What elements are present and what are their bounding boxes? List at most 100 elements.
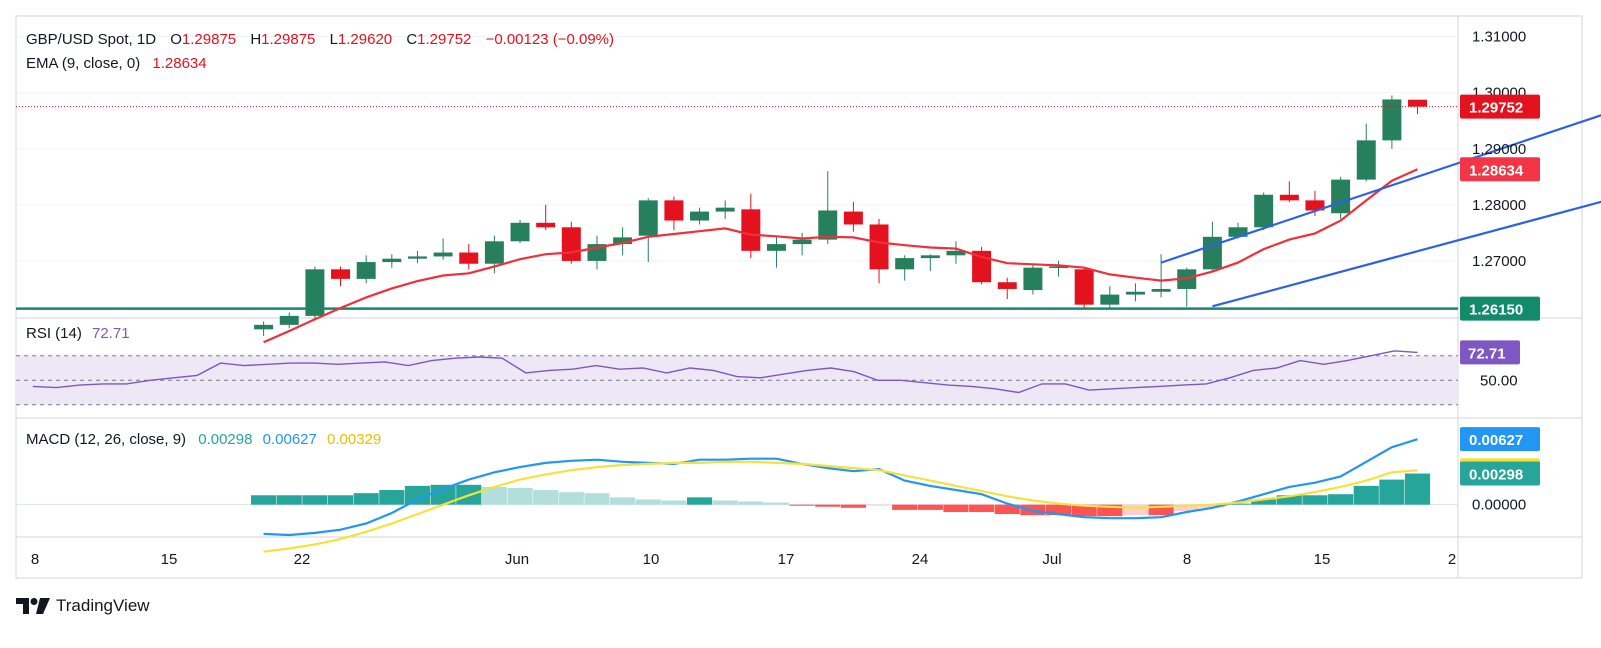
candle[interactable] [972, 246, 992, 285]
candles[interactable] [254, 95, 1428, 337]
candle[interactable] [356, 255, 376, 284]
candle-body [1408, 99, 1428, 107]
candle-body [433, 252, 453, 257]
candle-body [331, 269, 351, 279]
channel-lower-line[interactable] [1212, 189, 1601, 308]
price-label-ema: 1.28634 [1460, 157, 1540, 182]
candle[interactable] [1049, 260, 1069, 277]
macd-histogram-bar [302, 495, 328, 505]
signal-line [263, 460, 1418, 553]
candle[interactable] [920, 254, 940, 272]
candle[interactable] [1177, 267, 1197, 307]
macd-badge-text: 0.00298 [1469, 467, 1523, 484]
candle[interactable] [997, 277, 1017, 300]
candle-body [869, 224, 889, 270]
macd-badge-histogram: 0.00298 [1460, 461, 1540, 486]
candle[interactable] [1023, 263, 1043, 295]
macd-histogram-bar [533, 490, 559, 505]
candle[interactable] [459, 244, 479, 270]
price-label-text: 1.26150 [1469, 302, 1523, 319]
rsi-value-badge-bg [1460, 340, 1520, 365]
candle[interactable] [741, 193, 761, 259]
macd-histogram-bar [1148, 504, 1174, 516]
candle[interactable] [407, 250, 427, 264]
candle-body [1023, 267, 1043, 291]
candle[interactable] [715, 200, 735, 219]
macd-histogram-bar [430, 484, 456, 505]
time-tick-label: Jun [505, 551, 529, 568]
candle-body [1049, 266, 1069, 269]
macd-legend-macd: 0.00627 [263, 431, 317, 448]
macd-tick-label: 0.00000 [1472, 497, 1526, 514]
candle-body [1279, 194, 1299, 201]
symbol-label: GBP/USD Spot, 1D [26, 31, 156, 48]
candle[interactable] [433, 238, 453, 260]
candle[interactable] [1151, 254, 1171, 298]
candle[interactable] [1356, 123, 1376, 182]
candle-body [895, 258, 915, 270]
candle[interactable] [1074, 266, 1094, 309]
price-label-badge [1460, 157, 1540, 182]
tradingview-brand[interactable]: TradingView [16, 594, 150, 618]
time-tick-label: 2 [1448, 551, 1456, 568]
macd-histogram-bar [815, 504, 841, 507]
candle[interactable] [766, 235, 786, 268]
candle-body [664, 200, 684, 221]
rsi-legend-value: 72.71 [92, 325, 130, 342]
candle-body [766, 244, 786, 251]
candle[interactable] [869, 218, 889, 284]
price-label-badge [1460, 94, 1540, 119]
candle-body [818, 210, 838, 240]
candle[interactable] [331, 266, 351, 287]
candle[interactable] [1331, 176, 1351, 219]
macd-histogram-bar [610, 497, 636, 505]
candle[interactable] [690, 207, 710, 225]
candle[interactable] [638, 198, 658, 263]
candle[interactable] [664, 196, 684, 231]
low-value: 1.29620 [338, 31, 392, 48]
candle[interactable] [1382, 95, 1402, 149]
candle-body [1125, 291, 1145, 295]
candle[interactable] [818, 171, 838, 245]
candle[interactable] [279, 312, 299, 329]
candle-body [561, 227, 581, 261]
high-value: 1.29875 [261, 31, 315, 48]
candle[interactable] [1279, 181, 1299, 203]
rsi-value-badge-text: 72.71 [1468, 345, 1506, 362]
candle[interactable] [1125, 283, 1145, 302]
candle[interactable] [613, 227, 633, 256]
candle[interactable] [587, 235, 607, 270]
candle[interactable] [1100, 286, 1120, 309]
candle[interactable] [561, 221, 581, 264]
candle[interactable] [946, 241, 966, 264]
price-tick-label: 1.31000 [1472, 29, 1526, 46]
macd-histogram-bar [1122, 504, 1149, 516]
candle[interactable] [305, 266, 325, 320]
ema-legend-value: 1.28634 [152, 55, 206, 72]
candle[interactable] [536, 204, 556, 231]
macd-histogram-bar [481, 486, 507, 505]
candle-body [1100, 294, 1120, 305]
price-label-support: 1.26150 [1460, 296, 1540, 321]
candle[interactable] [895, 255, 915, 281]
candle-body [946, 250, 966, 256]
panel-borders [15, 15, 1583, 579]
header-line: GBP/USD Spot, 1D O1.29875 H1.29875 L1.29… [26, 31, 614, 48]
channel-upper-line[interactable] [1160, 99, 1601, 264]
macd-histogram-bar [1353, 485, 1379, 505]
candle[interactable] [382, 254, 402, 268]
candle[interactable] [254, 321, 274, 337]
candle[interactable] [510, 219, 530, 243]
price-label-text: 1.29752 [1469, 100, 1523, 117]
macd-histogram-bar [763, 502, 790, 505]
rsi-value-badge: 72.71 [1460, 340, 1520, 365]
candle[interactable] [1254, 192, 1274, 231]
candle[interactable] [792, 232, 812, 256]
macd-histogram-bar [635, 499, 661, 505]
macd-histogram-bar [943, 504, 969, 512]
candle[interactable] [843, 202, 863, 232]
rsi-axis: 50.00 72.71 [1460, 340, 1520, 389]
macd-histogram-bar [840, 504, 866, 508]
